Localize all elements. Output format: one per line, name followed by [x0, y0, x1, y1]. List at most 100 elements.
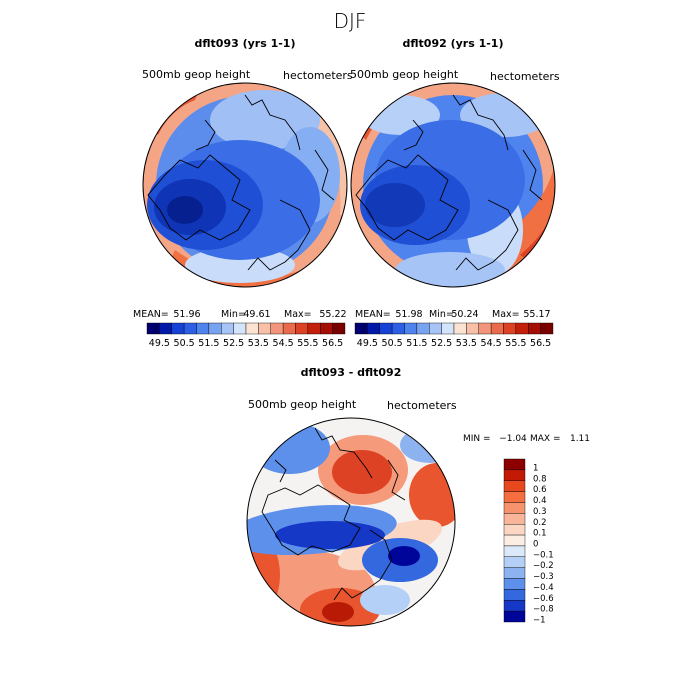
- panel-diff-max: 1.11: [570, 434, 590, 444]
- colorbar-left-swatch: [258, 322, 271, 335]
- colorbar-diff: 10.80.60.40.30.20.10−0.1−0.2−0.3−0.4−0.6…: [503, 458, 554, 626]
- colorbar-diff-swatch: [503, 545, 526, 558]
- panel-left-heading: dflt093 (yrs 1-1): [195, 37, 296, 50]
- panel-left: dflt093 (yrs 1-1) 500mb geop height hect…: [133, 37, 353, 349]
- colorbar-right-swatch: [429, 322, 442, 335]
- colorbar-diff-swatch: [503, 469, 526, 481]
- colorbar-diff-tick-label: 0.6: [533, 485, 547, 495]
- panel-right-units: hectometers: [490, 70, 560, 83]
- colorbar-diff-tick-label: 0.4: [533, 496, 547, 506]
- colorbar-left: 49.5 50.5 51.5 52.5 53.5 54.5 55.5 56.5: [146, 322, 346, 349]
- colorbar-left-tick-label: 52.5: [223, 338, 244, 349]
- colorbar-left-swatch: [159, 322, 172, 335]
- colorbar-right-tick-label: 53.5: [456, 338, 477, 349]
- colorbar-right-swatch: [404, 322, 418, 335]
- colorbar-diff-swatch: [503, 589, 526, 601]
- colorbar-diff-tick-label: 0.1: [533, 529, 547, 539]
- colorbar-right-swatch: [540, 322, 554, 335]
- map-right: [351, 83, 555, 287]
- colorbar-right-swatch: [354, 322, 368, 335]
- colorbar-diff-swatch: [503, 610, 526, 623]
- colorbar-left-tick-label: 54.5: [273, 338, 294, 349]
- panel-left-mean: 51.96: [173, 309, 200, 320]
- colorbar-diff-tick-label: −0.6: [533, 594, 554, 604]
- colorbar-left-swatch: [320, 322, 333, 335]
- colorbar-left-swatch: [270, 322, 284, 335]
- colorbar-diff-swatch: [503, 524, 526, 536]
- colorbar-left-swatch: [245, 322, 259, 335]
- panel-diff-min-label: MIN =: [463, 434, 491, 444]
- panel-right-heading: dflt092 (yrs 1-1): [403, 37, 504, 50]
- colorbar-diff-tick-label: −0.2: [533, 561, 554, 571]
- colorbar-right-swatch: [466, 322, 479, 335]
- colorbar-right-tick-label: 55.5: [505, 338, 526, 349]
- panel-right-mean: 51.98: [395, 309, 422, 320]
- colorbar-right-tick-label: 54.5: [481, 338, 502, 349]
- colorbar-right-tick-label: 49.5: [357, 338, 378, 349]
- colorbar-left-tick-label: 50.5: [174, 338, 195, 349]
- colorbar-right-swatch: [416, 322, 430, 335]
- panel-diff-units: hectometers: [387, 399, 457, 412]
- colorbar-left-tick-label: 51.5: [198, 338, 219, 349]
- colorbar-diff-tick-label: 0.2: [533, 518, 547, 528]
- colorbar-diff-swatch: [503, 600, 526, 612]
- panel-left-max-label: Max=: [284, 309, 312, 320]
- colorbar-diff-tick-label: −1: [533, 616, 546, 626]
- map-right-outline: [350, 82, 556, 288]
- colorbar-right-swatch: [503, 322, 517, 335]
- colorbar-right-swatch: [528, 322, 541, 335]
- panel-diff-min: −1.04: [499, 434, 527, 444]
- colorbar-diff-tick-label: 0: [533, 540, 538, 550]
- colorbar-left-swatch: [208, 322, 222, 335]
- map-diff-outline: [246, 417, 456, 627]
- panel-right-min-label: Min=: [429, 309, 454, 320]
- colorbar-right-swatch: [453, 322, 467, 335]
- panel-left-units: hectometers: [283, 69, 353, 82]
- colorbar-diff-tick-label: −0.1: [533, 550, 554, 560]
- panel-right: dflt092 (yrs 1-1) 500mb geop height hect…: [350, 37, 560, 349]
- colorbar-right-tick-label: 52.5: [431, 338, 452, 349]
- colorbar-diff-swatch: [503, 534, 526, 547]
- panel-left-min-label: Min=: [221, 309, 246, 320]
- colorbar-left-swatch: [146, 322, 160, 335]
- panel-left-field-label: 500mb geop height: [142, 68, 251, 81]
- colorbar-diff-tick-label: 0.8: [533, 474, 547, 484]
- colorbar-diff-tick-label: 1: [533, 463, 538, 473]
- panel-diff-heading: dflt093 - dflt092: [301, 366, 402, 379]
- panel-right-max: 55.17: [523, 309, 550, 320]
- colorbar-right: 49.5 50.5 51.5 52.5 53.5 54.5 55.5 56.5: [354, 322, 554, 349]
- panel-diff-max-label: MAX =: [530, 434, 561, 444]
- colorbar-left-tick-label: 49.5: [149, 338, 170, 349]
- colorbar-left-swatch: [171, 322, 185, 335]
- colorbar-left-swatch: [183, 322, 197, 335]
- panel-right-field-label: 500mb geop height: [350, 68, 459, 81]
- colorbar-diff-tick-label: −0.4: [533, 583, 554, 593]
- colorbar-right-tick-label: 51.5: [406, 338, 427, 349]
- colorbar-diff-swatch: [503, 556, 526, 568]
- colorbar-right-tick-label: 56.5: [530, 338, 551, 349]
- colorbar-left-swatch: [196, 322, 210, 335]
- panel-diff-field-label: 500mb geop height: [248, 398, 357, 411]
- colorbar-diff-swatch: [503, 578, 526, 590]
- panel-left-max: 55.22: [319, 309, 346, 320]
- colorbar-left-swatch: [282, 322, 296, 335]
- colorbar-right-swatch: [391, 322, 405, 335]
- colorbar-left-swatch: [221, 322, 234, 335]
- colorbar-diff-tick-label: −0.3: [533, 572, 554, 582]
- colorbar-right-swatch: [379, 322, 393, 335]
- panel-left-mean-label: MEAN=: [133, 309, 169, 320]
- colorbar-diff-swatch: [503, 513, 526, 525]
- colorbar-left-swatch: [307, 322, 321, 335]
- colorbar-right-tick-label: 50.5: [382, 338, 403, 349]
- colorbar-diff-swatch: [503, 567, 526, 579]
- colorbar-left-tick-label: 56.5: [322, 338, 343, 349]
- panel-left-min: 49.61: [243, 309, 270, 320]
- colorbar-diff-swatch: [503, 480, 526, 492]
- figure-title: DJF: [334, 9, 367, 33]
- colorbar-diff-tick-label: −0.8: [533, 605, 554, 615]
- colorbar-right-swatch: [441, 322, 455, 335]
- map-left: [143, 83, 347, 287]
- colorbar-right-swatch: [490, 322, 504, 335]
- map-left-outline: [142, 82, 348, 288]
